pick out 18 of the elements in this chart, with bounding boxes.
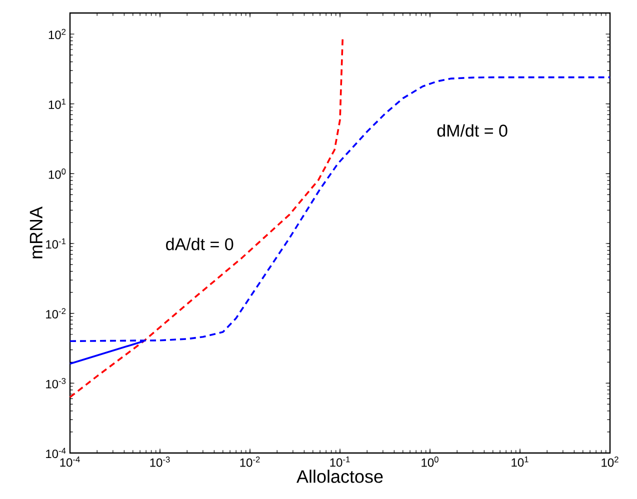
y-tick-label: 10$^{-3}$ — [46, 378, 66, 388]
y-tick-label: 10$^{-2}$ — [46, 308, 66, 319]
x-tick-label: 10$^{-3}$ — [150, 456, 170, 467]
x-tick-label: 10$^{-1}$ — [330, 456, 350, 467]
y-tick-label: 10$^{2}$ — [48, 28, 66, 40]
annotation: dA/dt = 0 — [166, 238, 234, 250]
x-tick-label: 10$^{-4}$ — [60, 456, 80, 467]
y-tick-label: 10$^{-4}$ — [46, 448, 66, 458]
x-tick-label: 10$^{2}$ — [602, 456, 618, 467]
x-axis-title: Allolactose — [296, 470, 383, 483]
x-tick-label: 10$^{0}$ — [422, 456, 438, 467]
y-tick-label: 10$^{0}$ — [48, 168, 66, 179]
y-tick-label: 10$^{-1}$ — [46, 238, 66, 249]
x-tick-label: 10$^{-2}$ — [240, 456, 260, 467]
annotation: dM/dt = 0 — [437, 124, 508, 137]
x-tick-label: 10$^{1}$ — [512, 456, 528, 467]
y-tick-label: 10$^{1}$ — [48, 98, 66, 109]
y-axis-title: mRNA — [30, 206, 42, 258]
